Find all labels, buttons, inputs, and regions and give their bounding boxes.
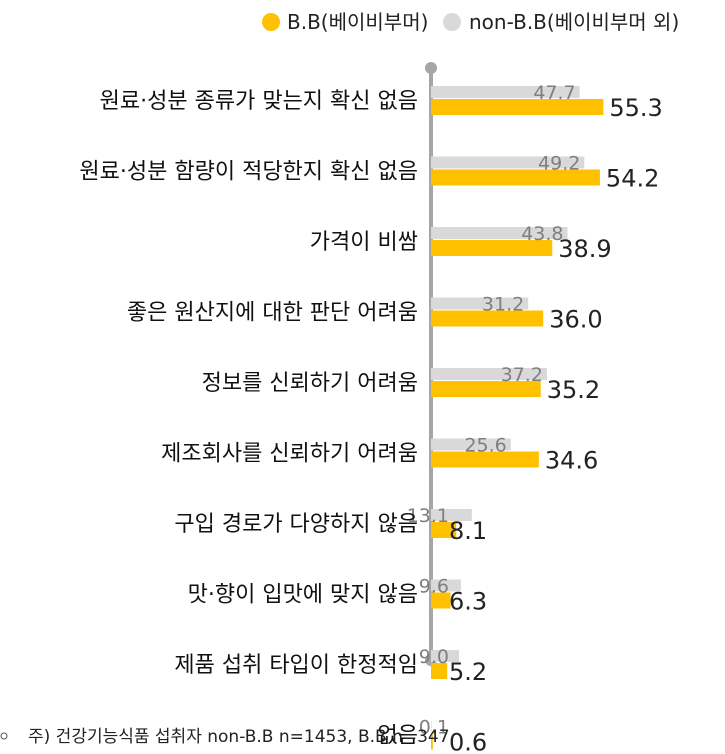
legend-bb-label: B.B(베이비부머)	[287, 10, 428, 34]
bar-nonbb	[431, 438, 511, 451]
bar-bb	[431, 99, 604, 115]
value-label-bb: 55.3	[609, 94, 662, 122]
axis-top-cap	[425, 62, 437, 74]
bar-bb	[431, 240, 553, 256]
bar-nonbb	[431, 297, 529, 310]
bar-nonbb	[431, 86, 580, 98]
bar-bb	[431, 592, 451, 609]
bar-nonbb	[431, 720, 432, 733]
value-label-nonbb: 9.6	[419, 576, 449, 598]
value-label-bb: 6.3	[449, 588, 487, 616]
bar-nonbb	[431, 227, 568, 239]
category-label: 구입 경로가 다양하지 않음	[174, 512, 418, 537]
category-label: 제조회사를 신뢰하기 어려움	[161, 442, 418, 467]
value-label-nonbb: 25.6	[464, 435, 506, 457]
category-label: 원료·성분 종류가 맞는지 확신 없음	[100, 89, 418, 114]
bar-nonbb	[431, 368, 547, 380]
bar-bb	[431, 381, 541, 397]
bar-bb	[431, 310, 544, 327]
value-label-bb: 8.1	[449, 517, 487, 545]
category-label: 좋은 원산지에 대한 판단 어려움	[127, 301, 418, 326]
category-label: 맛·향이 입맛에 맞지 않음	[188, 583, 418, 608]
legend-nonbb-marker	[443, 13, 461, 31]
legend: B.B(베이비부머) non-B.B(베이비부머 외)	[262, 10, 679, 34]
bar-bb	[431, 522, 457, 538]
bar-bb	[431, 169, 600, 186]
value-label-nonbb: 9.0	[419, 646, 449, 668]
value-label-nonbb: 13.1	[407, 505, 449, 527]
bar-bb	[431, 663, 448, 679]
value-label-nonbb: 47.7	[533, 82, 575, 104]
value-label-nonbb: 31.2	[482, 294, 524, 316]
value-label-bb: 35.2	[547, 376, 600, 404]
category-label: 가격이 비쌈	[310, 230, 418, 255]
bars: 47.7 55.3 49.2 54.2 43.838.9 31.2 36.0 37.235.2…	[407, 82, 663, 754]
value-label-bb: 38.9	[558, 235, 611, 263]
category-label: 원료·성분 함량이 적당한지 확신 없음	[79, 160, 418, 185]
bar-bb	[431, 733, 433, 750]
value-label-nonbb: 0.1	[419, 717, 449, 739]
value-label-bb: 0.6	[449, 729, 487, 754]
value-label-nonbb: 43.8	[521, 223, 563, 245]
value-label-nonbb: 49.2	[538, 153, 580, 175]
category-label: 없음	[378, 724, 418, 749]
bar-bb	[431, 451, 539, 468]
category-label: 정보를 신뢰하기 어려움	[202, 371, 418, 396]
note-bullet-icon	[0, 732, 8, 740]
legend-nonbb-label: non-B.B(베이비부머 외)	[469, 10, 679, 34]
value-label-nonbb: 37.2	[501, 364, 543, 386]
bar-nonbb	[431, 650, 460, 662]
value-label-bb: 5.2	[449, 658, 487, 686]
legend-bb-marker	[262, 13, 280, 31]
value-label-bb: 54.2	[606, 165, 659, 193]
bar-nonbb	[431, 509, 472, 521]
value-label-bb: 34.6	[545, 447, 598, 475]
footnote: 주) 건강기능식품 섭취자 non-B.B n=1453, B.B n=347	[28, 727, 450, 747]
value-label-bb: 36.0	[549, 306, 602, 334]
bar-nonbb	[431, 156, 585, 169]
bar-nonbb	[431, 579, 461, 592]
category-label: 제품 섭취 타입이 한정적임	[174, 653, 418, 678]
